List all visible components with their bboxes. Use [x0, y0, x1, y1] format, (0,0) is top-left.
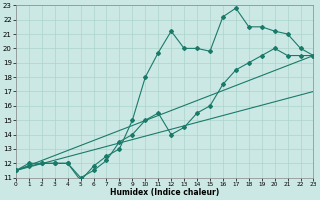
- X-axis label: Humidex (Indice chaleur): Humidex (Indice chaleur): [110, 188, 219, 197]
